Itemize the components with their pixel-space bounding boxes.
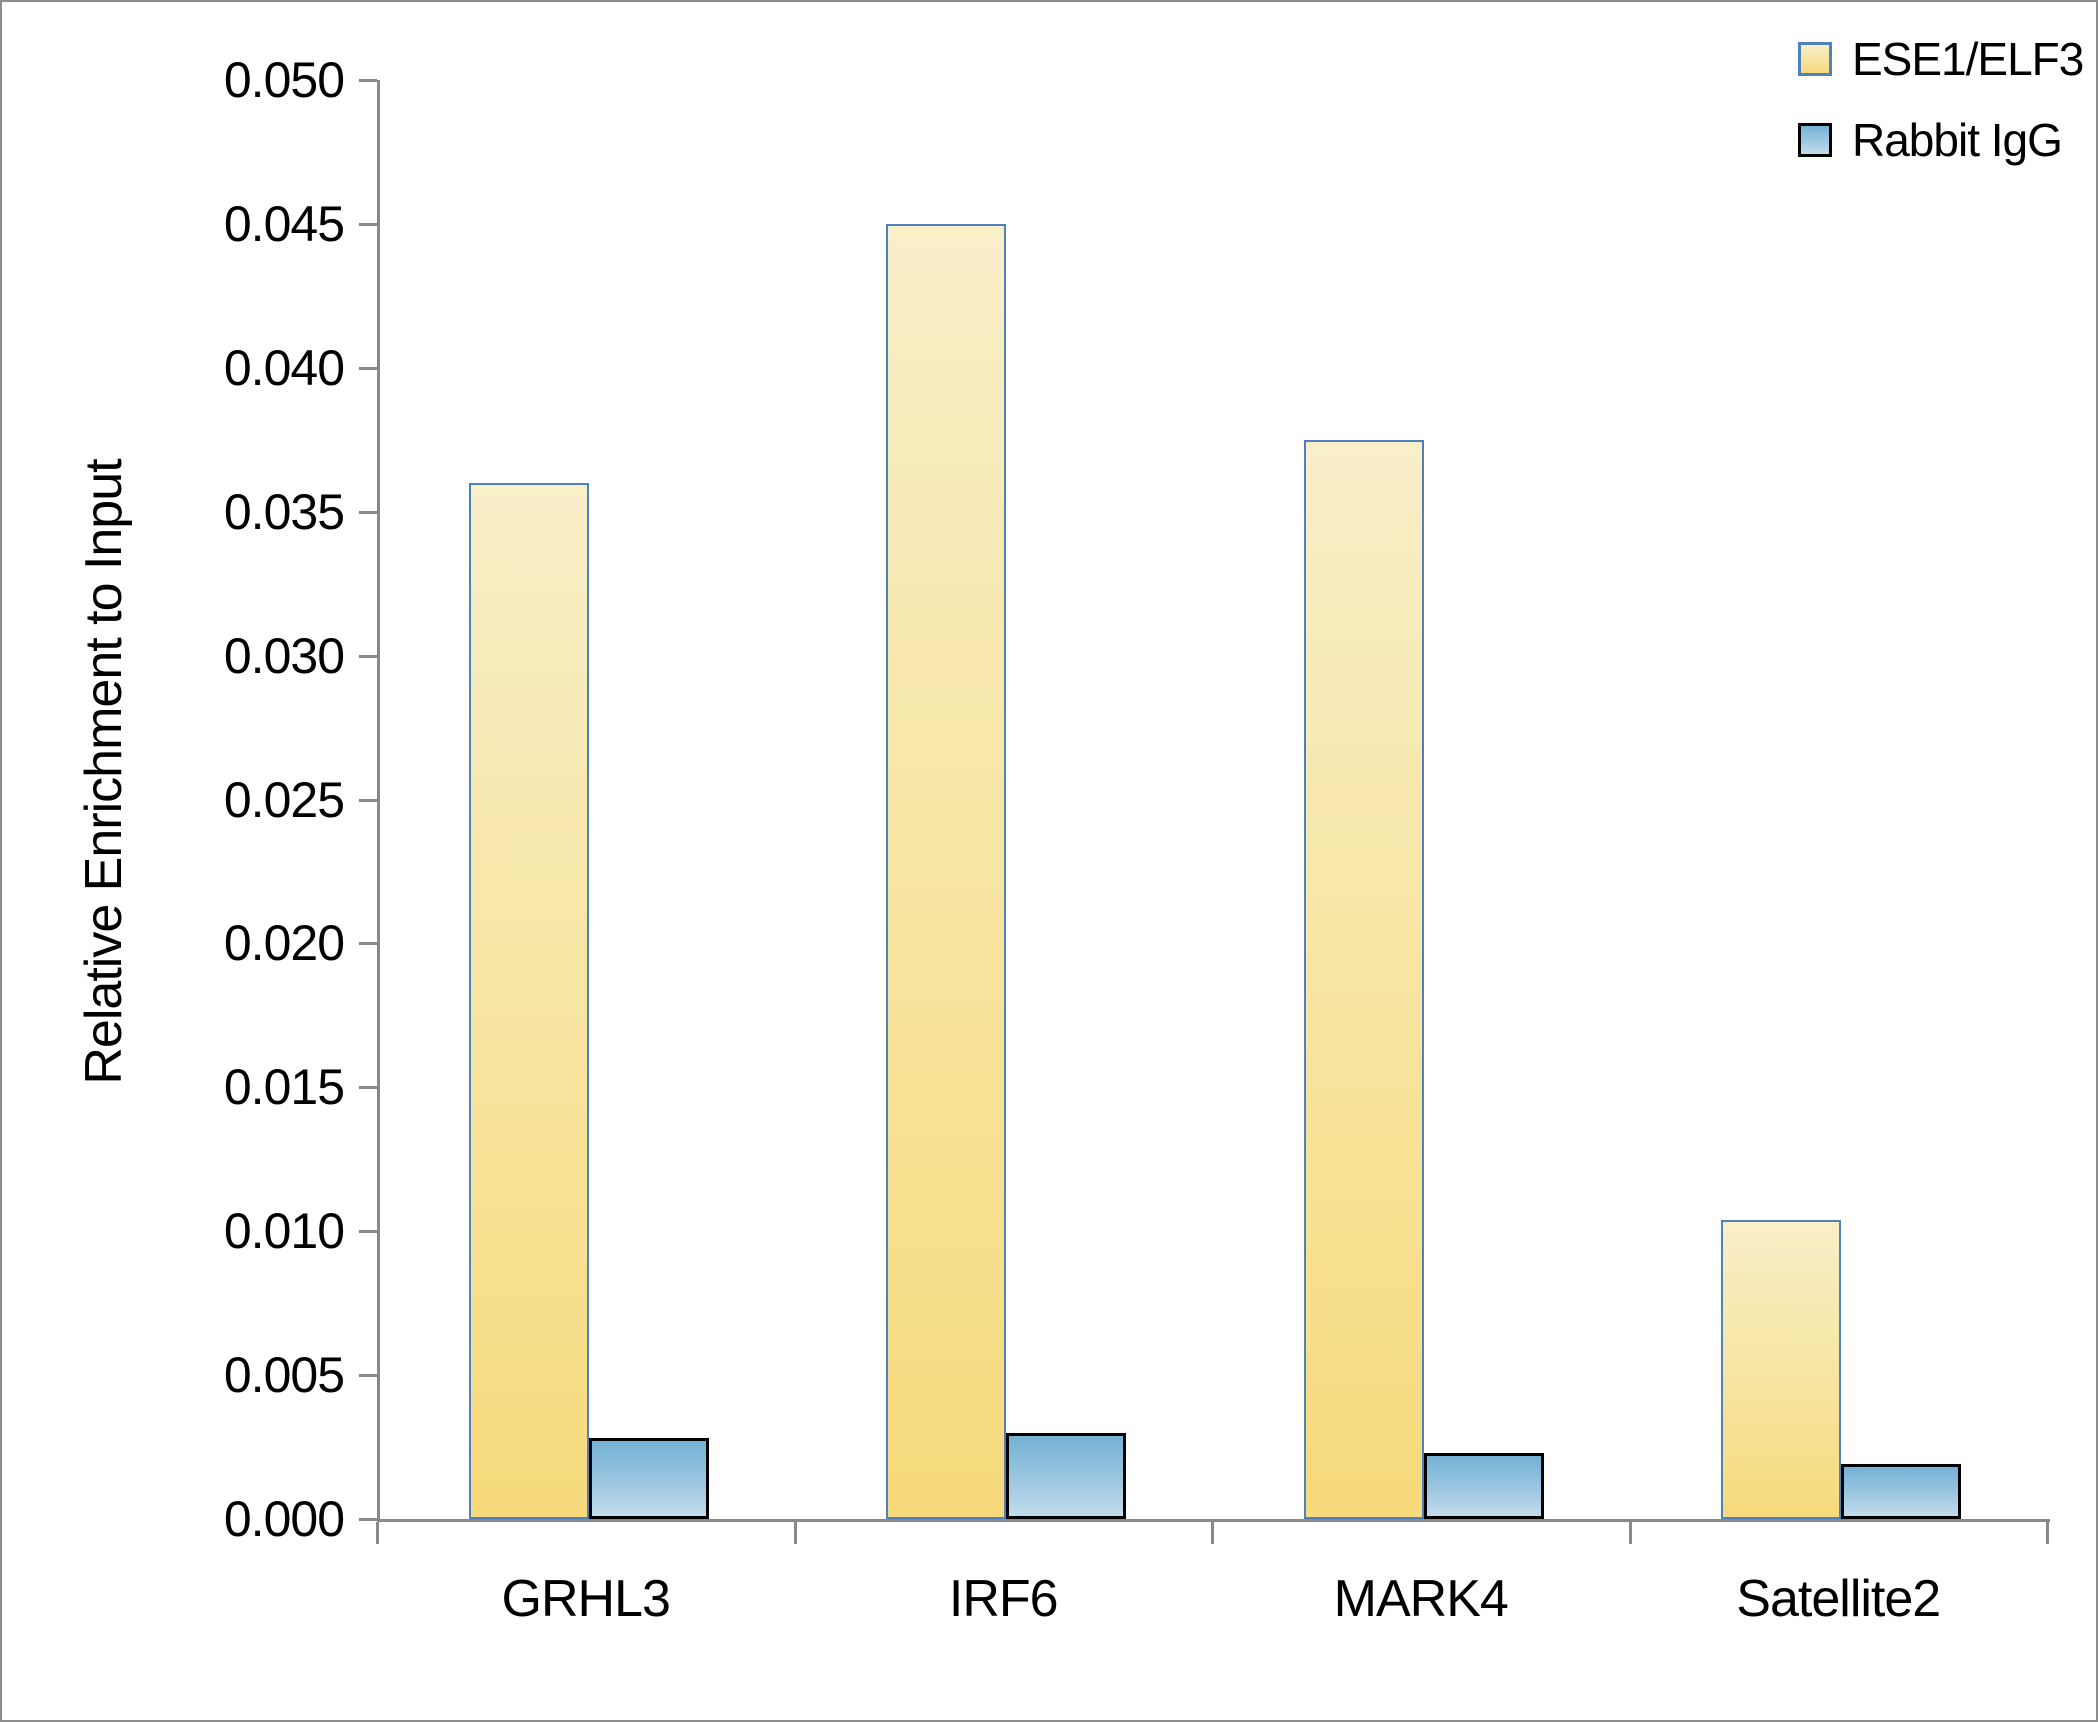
y-tick-mark bbox=[359, 798, 377, 802]
y-tick-mark bbox=[359, 79, 377, 82]
bar-rabbit-igg-mark4 bbox=[1424, 1453, 1544, 1519]
legend: ESE1/ELF3 Rabbit IgG bbox=[1798, 33, 2084, 204]
y-tick-mark bbox=[359, 222, 377, 226]
bar-rabbit-igg-grhl3 bbox=[589, 1438, 709, 1519]
legend-label-ese1-elf3: ESE1/ELF3 bbox=[1852, 33, 2084, 85]
legend-label-rabbit-igg: Rabbit IgG bbox=[1852, 114, 2063, 166]
bar-ese1-elf3-satellite2 bbox=[1721, 1220, 1841, 1519]
y-tick-mark bbox=[359, 1230, 377, 1234]
legend-item-rabbit-igg: Rabbit IgG bbox=[1798, 114, 2083, 166]
y-tick-mark bbox=[359, 366, 377, 370]
y-tick-label: 0.040 bbox=[223, 339, 345, 396]
bar-rabbit-igg-irf6 bbox=[1006, 1433, 1126, 1519]
y-tick-mark bbox=[359, 654, 377, 658]
y-tick-label: 0.030 bbox=[223, 627, 345, 684]
x-category-label-mark4: MARK4 bbox=[1333, 1570, 1509, 1628]
legend-item-ese1-elf3: ESE1/ELF3 bbox=[1798, 33, 2084, 85]
y-tick-mark bbox=[359, 942, 377, 946]
y-tick-mark bbox=[359, 1086, 377, 1090]
x-tick-mark bbox=[1211, 1522, 1214, 1544]
plot-area bbox=[377, 80, 2050, 1522]
x-category-label-irf6: IRF6 bbox=[948, 1570, 1059, 1628]
y-tick-label: 0.025 bbox=[223, 771, 345, 828]
bar-ese1-elf3-irf6 bbox=[886, 224, 1006, 1519]
bar-ese1-elf3-grhl3 bbox=[469, 483, 589, 1519]
y-tick-mark bbox=[359, 1518, 377, 1521]
y-tick-label: 0.010 bbox=[223, 1203, 345, 1260]
x-category-label-grhl3: GRHL3 bbox=[501, 1570, 671, 1628]
y-tick-mark bbox=[359, 1374, 377, 1378]
y-tick-label: 0.020 bbox=[223, 915, 345, 972]
x-tick-mark bbox=[793, 1522, 797, 1544]
ese1-elf3-swatch-icon bbox=[1798, 42, 1832, 76]
bar-ese1-elf3-mark4 bbox=[1304, 440, 1424, 1519]
x-tick-mark bbox=[1628, 1522, 1632, 1544]
x-tick-mark bbox=[376, 1522, 379, 1544]
y-tick-label: 0.005 bbox=[223, 1347, 345, 1404]
y-tick-label: 0.050 bbox=[223, 52, 345, 108]
y-tick-label: 0.000 bbox=[223, 1491, 345, 1547]
y-tick-label: 0.045 bbox=[223, 195, 345, 252]
y-axis-title: Relative Enrichment to Input bbox=[75, 459, 133, 1085]
y-tick-label: 0.035 bbox=[223, 483, 345, 540]
bar-rabbit-igg-satellite2 bbox=[1841, 1464, 1961, 1519]
x-category-label-satellite2: Satellite2 bbox=[1736, 1570, 1941, 1628]
y-tick-label: 0.015 bbox=[223, 1059, 345, 1116]
rabbit-igg-swatch-icon bbox=[1798, 123, 1832, 157]
x-tick-mark bbox=[2046, 1522, 2049, 1544]
y-tick-mark bbox=[359, 510, 377, 514]
